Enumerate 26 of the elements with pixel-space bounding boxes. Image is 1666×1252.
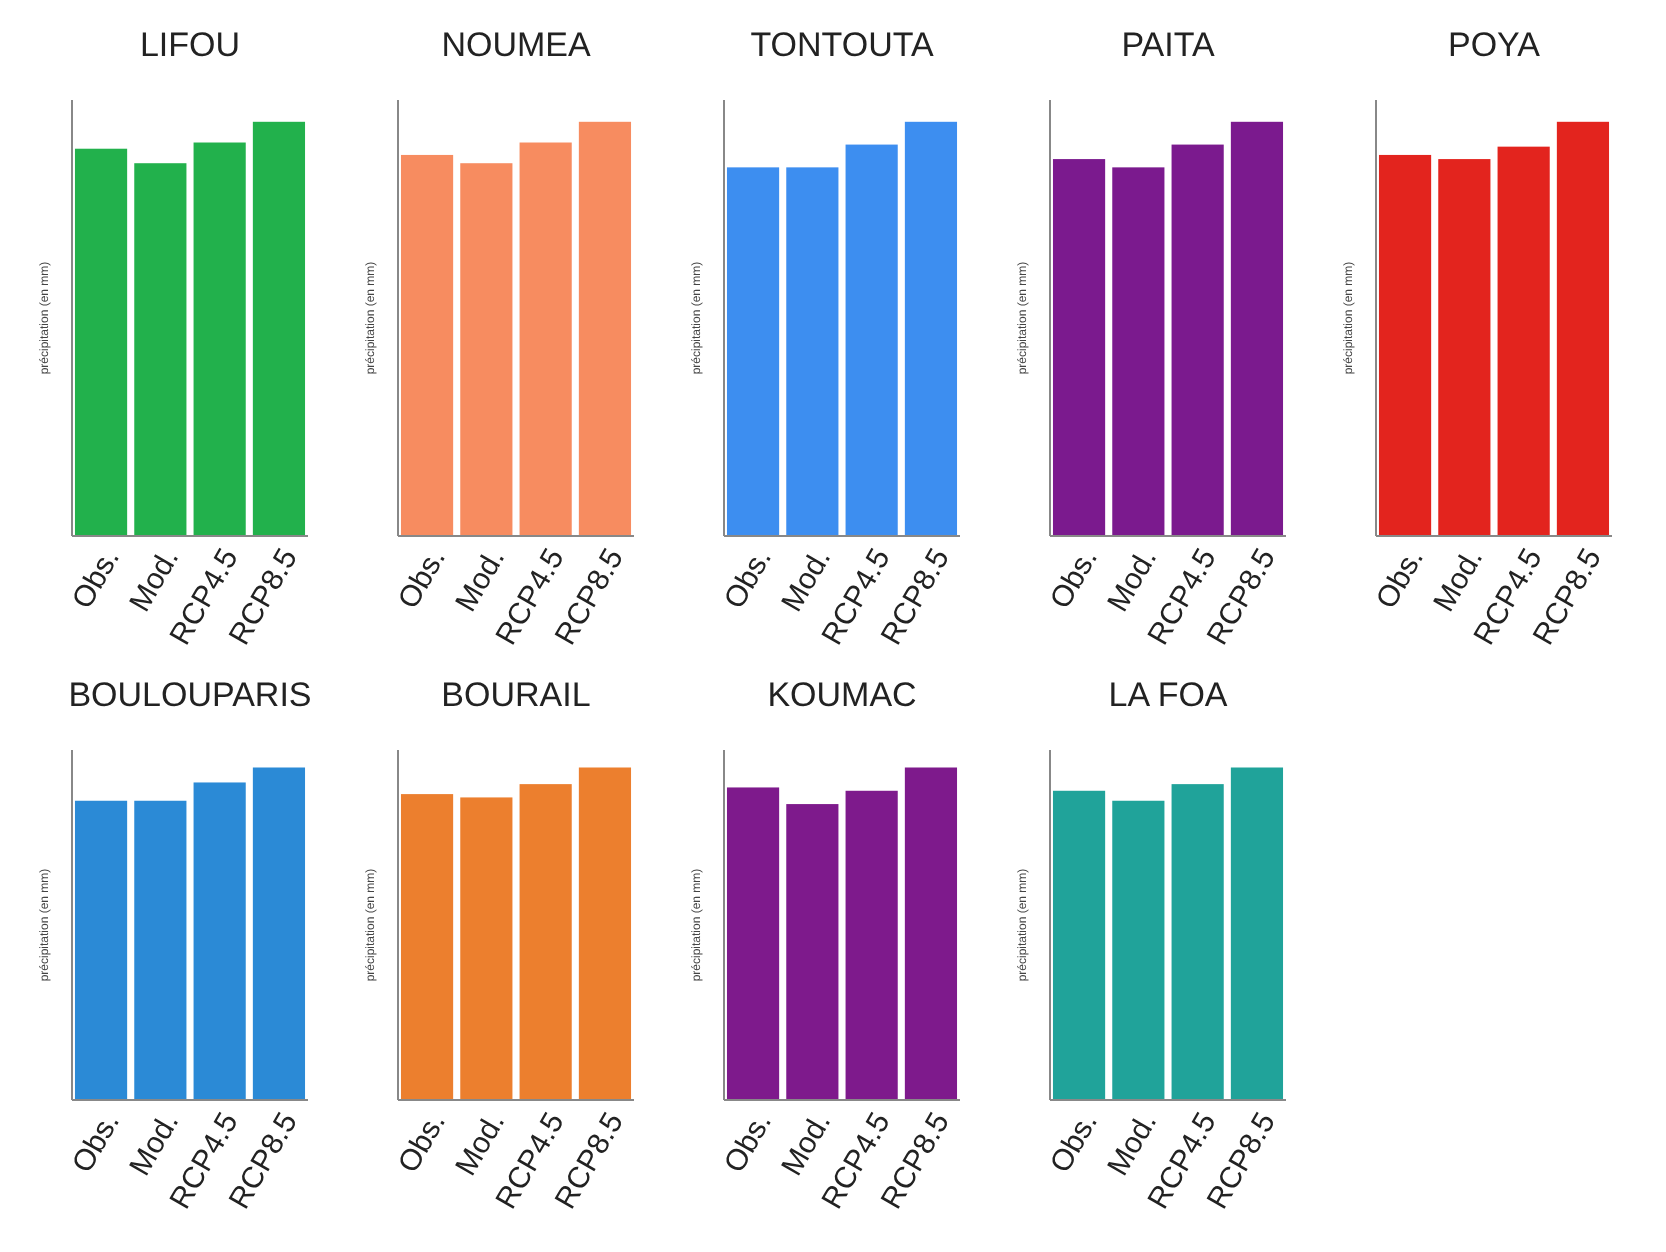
chart-title: PAITA (1121, 26, 1216, 64)
bar (1230, 767, 1284, 1100)
chart-title: KOUMAC (767, 676, 917, 714)
bar (1112, 800, 1165, 1100)
chart-title: LA FOA (1108, 676, 1229, 714)
bar (400, 794, 454, 1100)
x-tick-label: Obs. (65, 1106, 127, 1179)
x-tick-label: Obs. (1043, 1106, 1105, 1179)
chart-title: BOURAIL (441, 676, 591, 714)
bar (578, 767, 632, 1100)
bar (519, 784, 572, 1100)
x-tick-label: Obs. (1369, 542, 1431, 615)
x-tick-label: Obs. (391, 1106, 453, 1179)
chart-title: LIFOU (139, 26, 241, 64)
chart-title: TONTOUTA (750, 26, 935, 64)
x-tick-label: Obs. (65, 542, 127, 615)
x-tick-label: Obs. (1043, 542, 1105, 615)
chart-title: BOULOUPARIS (68, 676, 312, 714)
x-tick-label: Obs. (717, 1106, 779, 1179)
x-tick-label: Obs. (717, 542, 779, 615)
chart-title: NOUMEA (441, 26, 592, 64)
bar (1171, 784, 1224, 1100)
x-tick-label: Obs. (391, 542, 453, 615)
bar (1052, 790, 1106, 1100)
bar (460, 797, 513, 1100)
chart-title: POYA (1448, 26, 1542, 64)
